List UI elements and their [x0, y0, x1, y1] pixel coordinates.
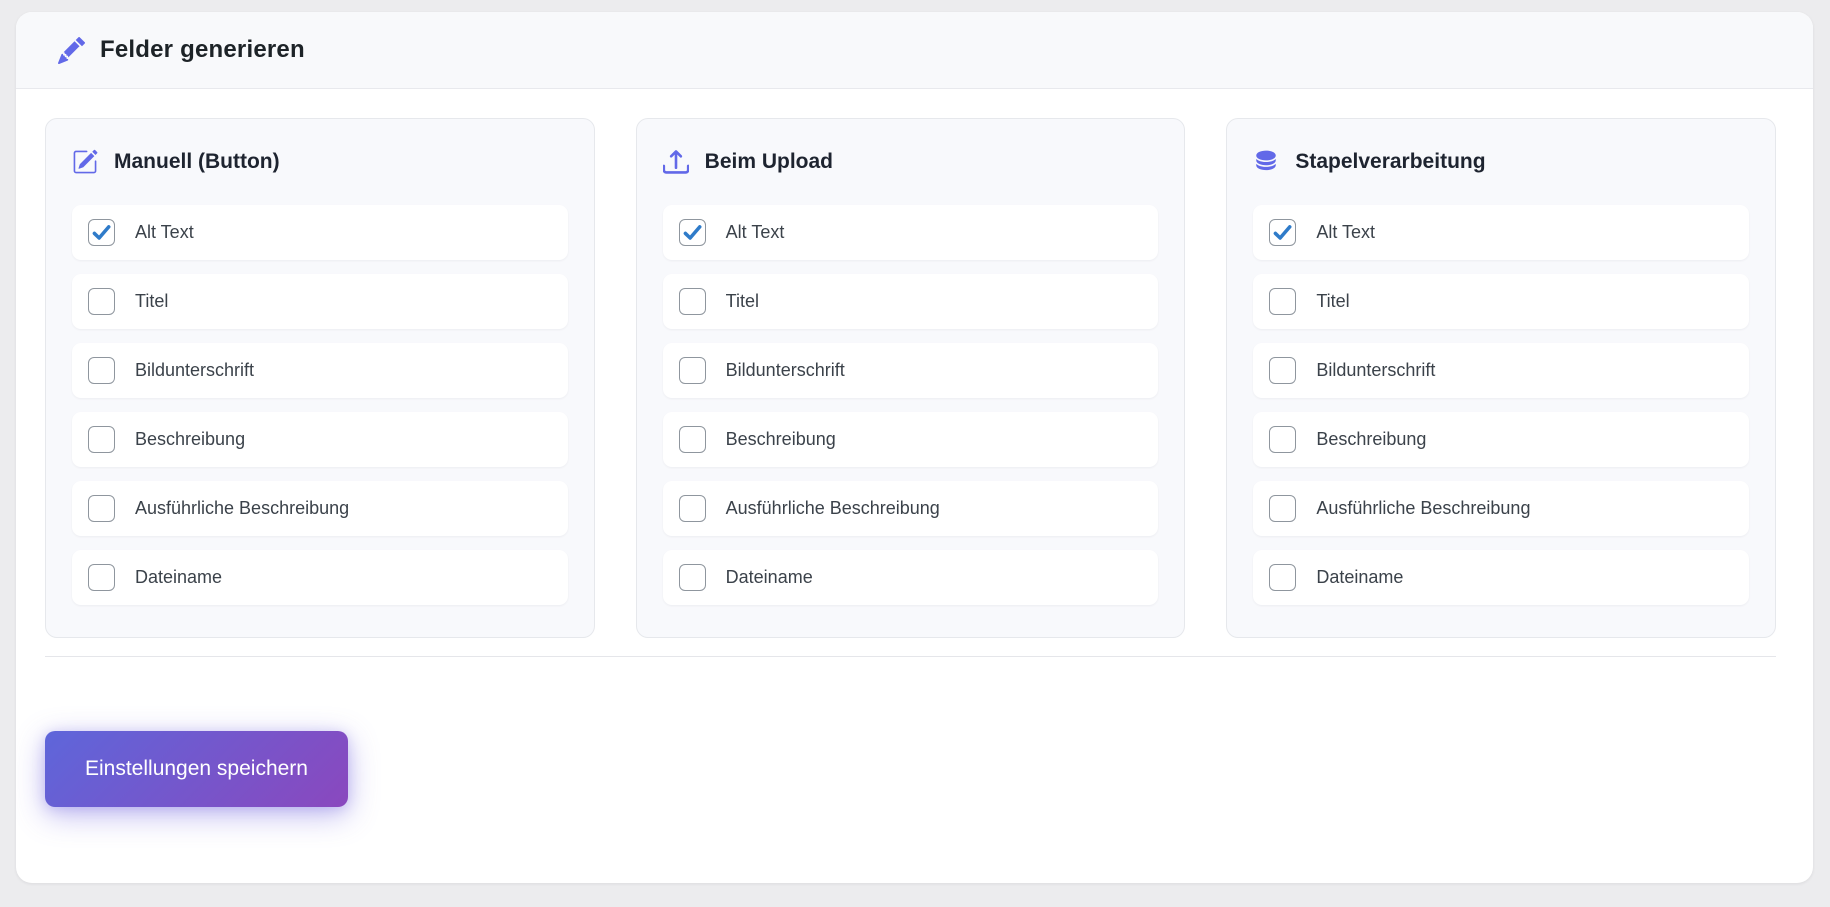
pencil-square-icon [72, 149, 98, 175]
field-label: Titel [1316, 291, 1350, 311]
checkbox-alt-text[interactable] [678, 219, 706, 246]
field-label: Titel [135, 291, 169, 311]
field-row-beschreibung[interactable]: Beschreibung [1253, 412, 1749, 467]
field-row-alt-text[interactable]: Alt Text [662, 205, 1159, 260]
column-header: Stapelverarbeitung [1253, 145, 1749, 179]
field-label: Ausführliche Beschreibung [725, 498, 940, 518]
checkbox-alt-text[interactable] [1269, 219, 1297, 246]
divider [45, 656, 1776, 657]
column-title: Beim Upload [704, 150, 834, 173]
column-card-stapelverarbeitung: Stapelverarbeitung Alt Text Titel Bildunter… [1226, 118, 1776, 638]
field-row-dateiname[interactable]: Dateiname [72, 550, 568, 605]
field-label: Bildunterschrift [1316, 360, 1436, 380]
column-title: Manuell (Button) [114, 150, 280, 173]
checkbox-bildunterschrift[interactable] [88, 357, 115, 384]
checkbox-beschreibung[interactable] [88, 426, 115, 453]
field-label: Bildunterschrift [725, 360, 845, 380]
checkbox-ausfuhrliche-beschreibung[interactable] [678, 495, 706, 522]
field-row-alt-text[interactable]: Alt Text [1253, 205, 1749, 260]
checkbox-ausfuhrliche-beschreibung[interactable] [88, 495, 115, 522]
field-label: Alt Text [725, 222, 785, 242]
column-header: Beim Upload [662, 145, 1159, 179]
column-header: Manuell (Button) [72, 145, 568, 179]
panel-body: Manuell (Button) Alt Text Titel Bilduntersc… [16, 89, 1813, 807]
field-label: Dateiname [135, 567, 223, 587]
field-label: Dateiname [1316, 567, 1404, 587]
field-row-titel[interactable]: Titel [662, 274, 1159, 329]
panel-header: Felder generieren [16, 12, 1813, 89]
field-row-bildunterschrift[interactable]: Bildunterschrift [72, 343, 568, 398]
check-icon [683, 225, 702, 240]
checkbox-titel[interactable] [1269, 288, 1297, 315]
field-row-dateiname[interactable]: Dateiname [1253, 550, 1749, 605]
checkbox-alt-text[interactable] [88, 219, 115, 246]
field-row-alt-text[interactable]: Alt Text [72, 205, 568, 260]
checkbox-titel[interactable] [678, 288, 706, 315]
field-row-ausfuhrliche-beschreibung[interactable]: Ausführliche Beschreibung [72, 481, 568, 536]
field-label: Beschreibung [135, 429, 246, 449]
field-row-bildunterschrift[interactable]: Bildunterschrift [1253, 343, 1749, 398]
pencil-icon [58, 36, 85, 64]
field-label: Alt Text [135, 222, 194, 242]
column-title: Stapelverarbeitung [1295, 150, 1486, 173]
checkbox-bildunterschrift[interactable] [1269, 357, 1297, 384]
field-row-ausfuhrliche-beschreibung[interactable]: Ausführliche Beschreibung [662, 481, 1159, 536]
checkbox-dateiname[interactable] [1269, 564, 1297, 591]
field-row-beschreibung[interactable]: Beschreibung [662, 412, 1159, 467]
checkbox-beschreibung[interactable] [678, 426, 706, 453]
database-icon [1253, 149, 1279, 175]
checkbox-bildunterschrift[interactable] [678, 357, 706, 384]
columns-grid: Manuell (Button) Alt Text Titel Bilduntersc… [45, 118, 1776, 638]
field-row-titel[interactable]: Titel [1253, 274, 1749, 329]
field-row-ausfuhrliche-beschreibung[interactable]: Ausführliche Beschreibung [1253, 481, 1749, 536]
field-label: Ausführliche Beschreibung [135, 498, 350, 518]
column-card-upload: Beim Upload Alt Text Titel Bildunterschrift… [635, 118, 1186, 638]
field-label: Bildunterschrift [135, 360, 255, 380]
field-row-dateiname[interactable]: Dateiname [662, 550, 1159, 605]
field-label: Ausführliche Beschreibung [1316, 498, 1531, 518]
check-icon [1273, 225, 1292, 240]
field-label: Titel [725, 291, 759, 311]
column-card-manuell: Manuell (Button) Alt Text Titel Bilduntersc… [45, 118, 595, 638]
field-row-beschreibung[interactable]: Beschreibung [72, 412, 568, 467]
checkbox-titel[interactable] [88, 288, 115, 315]
upload-icon [662, 149, 689, 175]
check-icon [92, 225, 111, 240]
checkbox-dateiname[interactable] [678, 564, 706, 591]
field-label: Alt Text [1316, 222, 1376, 242]
field-row-bildunterschrift[interactable]: Bildunterschrift [662, 343, 1159, 398]
field-label: Dateiname [725, 567, 813, 587]
save-settings-button[interactable]: Einstellungen speichern [45, 731, 348, 807]
field-label: Beschreibung [725, 429, 836, 449]
checkbox-dateiname[interactable] [88, 564, 115, 591]
field-label: Beschreibung [1316, 429, 1427, 449]
checkbox-beschreibung[interactable] [1269, 426, 1297, 453]
field-row-titel[interactable]: Titel [72, 274, 568, 329]
settings-panel: Felder generieren Manuell (Button) Alt Te… [16, 12, 1813, 883]
checkbox-ausfuhrliche-beschreibung[interactable] [1269, 495, 1297, 522]
page-title: Felder generieren [100, 36, 305, 63]
